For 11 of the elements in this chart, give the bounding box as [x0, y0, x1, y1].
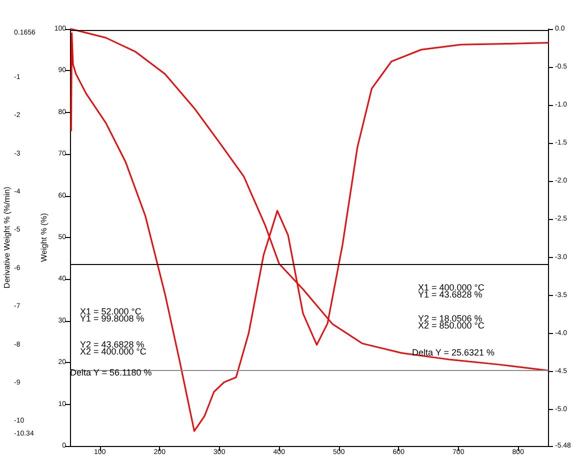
annotation: Delta Y = 25.6321 %	[412, 348, 494, 358]
annotation: Y1 = 99.8008 %	[80, 314, 144, 324]
annotation: Y2 = 43.6828 %	[80, 340, 144, 350]
annotation: X2 = 400.000 °C	[80, 346, 147, 356]
annotation: Y2 = 18.0506 %	[418, 314, 482, 324]
y2-axis-title: Derivative Weight % (%/min)	[2, 186, 12, 288]
annotation: X1 = 400.000 °C	[418, 282, 485, 292]
annotation: Y1 = 43.6828 %	[418, 290, 482, 300]
annotation: X1 = 52.000 °C	[80, 306, 142, 316]
annotation: X2 = 850.000 °C	[418, 320, 485, 330]
y-axis-title: Weight % (%)	[40, 212, 48, 262]
